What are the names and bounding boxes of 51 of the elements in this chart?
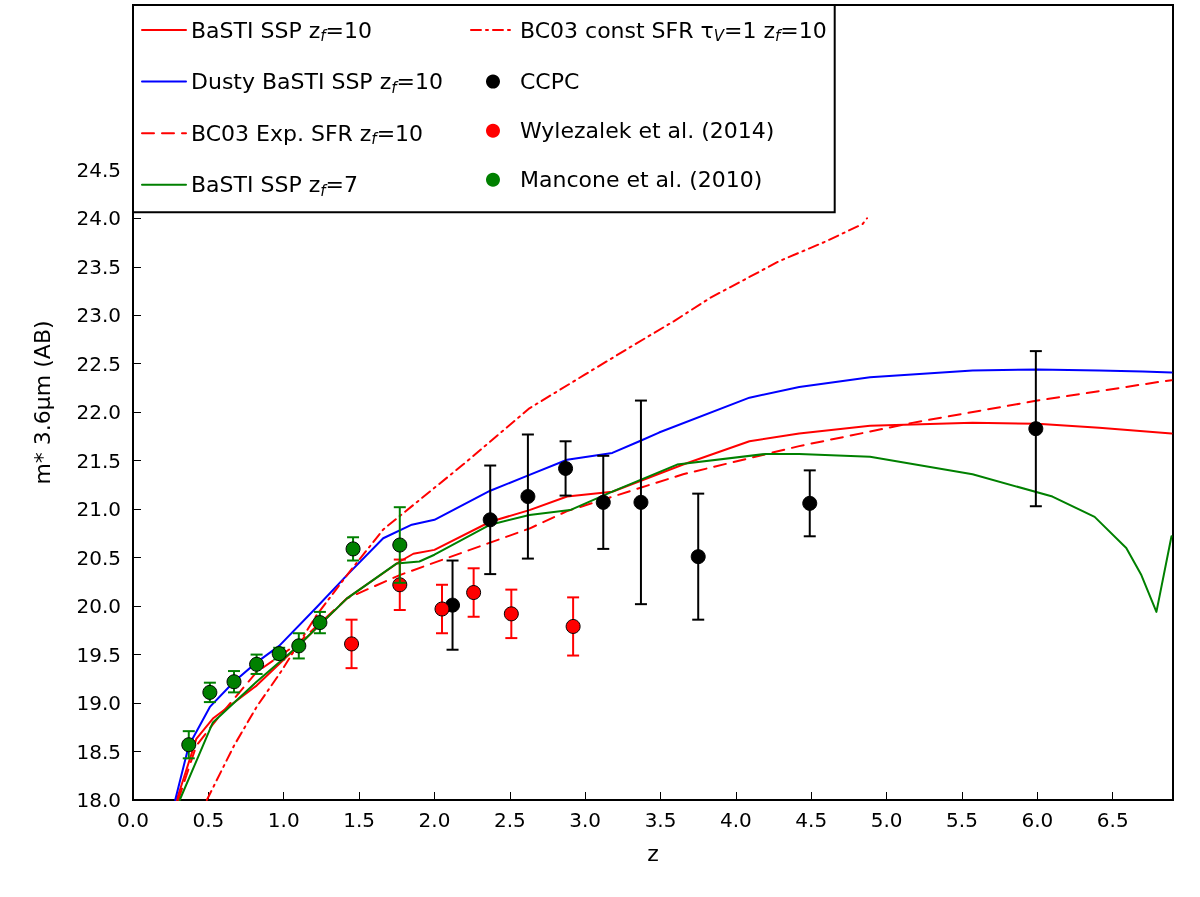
- point: [503, 606, 519, 622]
- x-tick-label: 1.5: [343, 808, 375, 832]
- y-axis-title: m* 3.6μm (AB): [29, 320, 55, 485]
- point: [1028, 421, 1044, 437]
- point: [345, 541, 361, 557]
- point: [202, 684, 218, 700]
- x-tick-label: 0.5: [192, 808, 225, 832]
- legend-label: CCPC: [519, 69, 580, 95]
- x-tick-label: 6.5: [1096, 808, 1129, 832]
- y-tick-label: 19.5: [76, 642, 121, 667]
- point: [312, 615, 328, 631]
- point: [181, 737, 197, 753]
- x-tick-label: 3.0: [569, 808, 602, 832]
- y-tick-label: 20.0: [76, 594, 121, 619]
- x-tick-label: 1.0: [267, 808, 300, 832]
- point: [802, 495, 818, 511]
- point: [595, 494, 611, 510]
- legend-label: Mancone et al. (2010): [519, 167, 763, 193]
- y-tick-label: 19.0: [76, 691, 121, 716]
- point: [466, 585, 482, 601]
- point: [482, 512, 498, 528]
- y-tick-label: 21.0: [76, 497, 121, 522]
- point: [344, 636, 360, 652]
- x-tick-label: 4.0: [719, 808, 752, 832]
- point: [226, 674, 242, 690]
- y-tick-label: 21.5: [76, 448, 121, 473]
- legend-label: Wylezalek et al. (2014): [519, 118, 775, 144]
- x-tick-label: 4.5: [795, 808, 828, 832]
- point: [291, 638, 307, 654]
- y-tick-label: 23.5: [76, 254, 121, 279]
- point: [565, 618, 581, 634]
- point: [520, 489, 536, 505]
- point: [633, 494, 649, 510]
- point: [558, 460, 574, 476]
- point: [434, 601, 450, 617]
- y-tick-label: 22.5: [76, 351, 121, 376]
- x-tick-label: 5.0: [870, 808, 903, 832]
- y-tick-label: 24.0: [76, 206, 121, 231]
- y-tick-label: 24.5: [76, 157, 121, 182]
- x-axis-title: z: [647, 840, 659, 866]
- point: [690, 549, 706, 565]
- point: [392, 537, 408, 553]
- y-tick-label: 22.0: [76, 400, 121, 425]
- x-tick-label: 6.0: [1021, 808, 1054, 832]
- x-tick-label: 5.5: [946, 808, 978, 832]
- y-tick-label: 23.0: [76, 303, 121, 328]
- x-tick-label: 3.5: [644, 808, 677, 832]
- x-tick-label: 2.5: [493, 808, 526, 832]
- y-tick-label: 18.5: [76, 739, 121, 764]
- x-tick-label: 2.0: [418, 808, 451, 832]
- y-tick-label: 20.5: [76, 545, 121, 570]
